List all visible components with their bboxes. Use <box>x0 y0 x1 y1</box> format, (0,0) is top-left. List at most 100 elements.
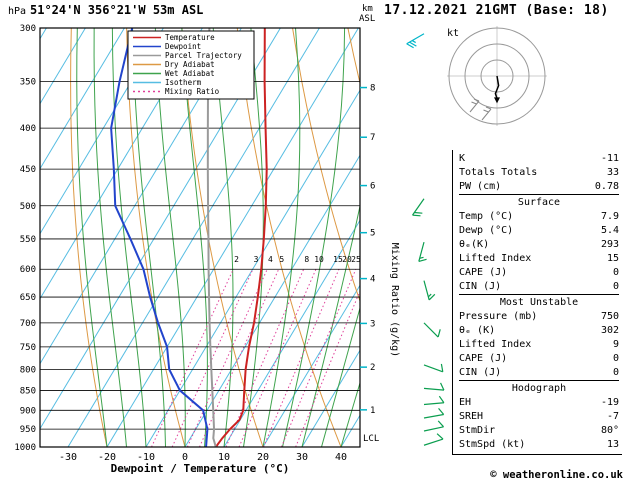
skewt-diagram: hPa 51°24'N 356°21'W 53m ASL km ASL Mixi… <box>8 3 445 475</box>
table-row: θₑ(K) 293 <box>459 238 619 252</box>
row-label: CIN (J) <box>459 281 502 292</box>
altitude-tick-label: 6 <box>370 182 375 192</box>
isotherm-line <box>301 349 360 447</box>
table-row: CIN (J) 0 <box>459 366 619 380</box>
legend-label: Temperature <box>165 33 215 42</box>
temperature-tick-label: -30 <box>59 452 77 463</box>
storm-motion-marker <box>469 98 480 113</box>
table-row: K -11 <box>459 152 619 166</box>
row-value: -11 <box>600 153 619 164</box>
section-header: Hodograph <box>511 383 567 394</box>
wind-barb <box>423 280 436 301</box>
wet-adiabat-line <box>282 28 346 447</box>
table-row: Lifted Index 9 <box>459 338 619 352</box>
table-row: StmSpd (kt) 13 <box>459 438 619 452</box>
mixing-ratio-label: 25 <box>351 255 361 264</box>
legend-label: Wet Adiabat <box>165 69 215 78</box>
row-value: 293 <box>600 239 619 250</box>
mixing-ratio-label: 5 <box>279 255 284 264</box>
row-value: 302 <box>600 325 619 336</box>
mixing-ratio-line <box>295 289 360 447</box>
wind-barb <box>423 420 445 432</box>
dry-adiabat-line <box>347 28 360 86</box>
wind-barb <box>412 198 425 217</box>
table-row: SREH -7 <box>459 410 619 424</box>
isotherm-line <box>184 154 360 447</box>
temperature-tick-label: 0 <box>182 452 188 463</box>
legend-label: Mixing Ratio <box>165 87 220 96</box>
section-header: Surface <box>517 197 561 208</box>
row-label: Totals Totals <box>459 167 538 178</box>
series-parcel-trajectory <box>206 28 217 447</box>
pressure-tick-label: 400 <box>20 124 36 134</box>
table-row: PW (cm) 0.78 <box>459 180 619 194</box>
table-row: CIN (J) 0 <box>459 280 619 294</box>
mixing-ratio-line <box>263 269 340 447</box>
table-row: StmDir 80° <box>459 424 619 438</box>
table-section: Most Unstable Pressure (mb) 750 θₑ (K) 302 Li… <box>459 294 619 380</box>
wind-barb <box>423 407 445 419</box>
mixing-ratio-label: 20 <box>342 255 352 264</box>
mixing-ratio-label: 15 <box>333 255 343 264</box>
wind-barb <box>406 33 425 49</box>
isotherm-line <box>145 89 360 447</box>
temperature-tick-label: -20 <box>98 452 116 463</box>
row-label: K <box>459 153 466 164</box>
isotherm-line <box>340 414 360 447</box>
run-title: 17.12.2021 21GMT (Base: 18) <box>384 3 609 18</box>
altitude-unit-asl-label: ASL <box>359 14 375 24</box>
hodograph-unit-label: kt <box>447 28 459 39</box>
isotherm-line <box>67 28 320 447</box>
pressure-tick-label: 600 <box>20 265 36 275</box>
row-value: 0 <box>612 367 619 378</box>
wind-barb <box>423 363 444 373</box>
pressure-tick-label: 650 <box>20 293 36 303</box>
pressure-unit-label: hPa <box>8 6 26 17</box>
hodograph-ring <box>448 27 546 125</box>
row-label: Temp (°C) <box>459 211 514 222</box>
dry-adiabat-line <box>292 28 360 303</box>
table-section: Surface Temp (°C) 7.9 Dewp (°C) 5.4 θₑ(K) 293 L… <box>459 194 619 294</box>
mixing-ratio-line <box>171 269 254 447</box>
table-row: EH -19 <box>459 396 619 410</box>
wind-barb <box>423 395 445 406</box>
x-axis-label: Dewpoint / Temperature (°C) <box>111 462 290 475</box>
wet-adiabat-line <box>321 306 360 447</box>
pressure-tick-label: 300 <box>20 24 36 34</box>
pressure-tick-label: 450 <box>20 165 36 175</box>
hodograph-trace <box>494 75 500 99</box>
table-row: Dewp (°C) 5.4 <box>459 224 619 238</box>
row-value: 13 <box>606 439 619 450</box>
pressure-tick-label: 800 <box>20 365 36 375</box>
row-label: θₑ(K) <box>459 239 490 250</box>
altitude-tick-label: 2 <box>370 363 375 373</box>
table-row: CAPE (J) 0 <box>459 266 619 280</box>
row-value: 750 <box>600 311 619 322</box>
wind-barb <box>423 433 444 446</box>
altitude-tick-label: 1 <box>370 406 375 416</box>
hodograph-arrowhead <box>494 97 500 104</box>
altitude-tick-label: 7 <box>370 133 375 143</box>
row-value: 33 <box>606 167 619 178</box>
table-row: CAPE (J) 0 <box>459 352 619 366</box>
legend-label: Dewpoint <box>165 42 201 51</box>
row-value: 0 <box>612 267 619 278</box>
series-dewpoint <box>110 28 209 447</box>
mixing-ratio-label: 3 <box>254 255 259 264</box>
wind-barb <box>423 382 445 391</box>
station-title: 51°24'N 356°21'W 53m ASL <box>30 3 203 17</box>
wind-barb <box>418 241 427 262</box>
mixing-ratio-lines <box>151 269 360 447</box>
row-label: Lifted Index <box>459 253 532 264</box>
temperature-tick-label: 20 <box>257 452 269 463</box>
isotherm-line <box>40 28 125 170</box>
row-label: CIN (J) <box>459 367 502 378</box>
row-value: 0 <box>612 281 619 292</box>
altitude-unit-km-label: km <box>362 4 373 14</box>
plot-border <box>39 27 361 448</box>
row-value: 9 <box>612 339 619 350</box>
mixing-ratio-label: 2 <box>234 255 239 264</box>
row-label: EH <box>459 397 472 408</box>
